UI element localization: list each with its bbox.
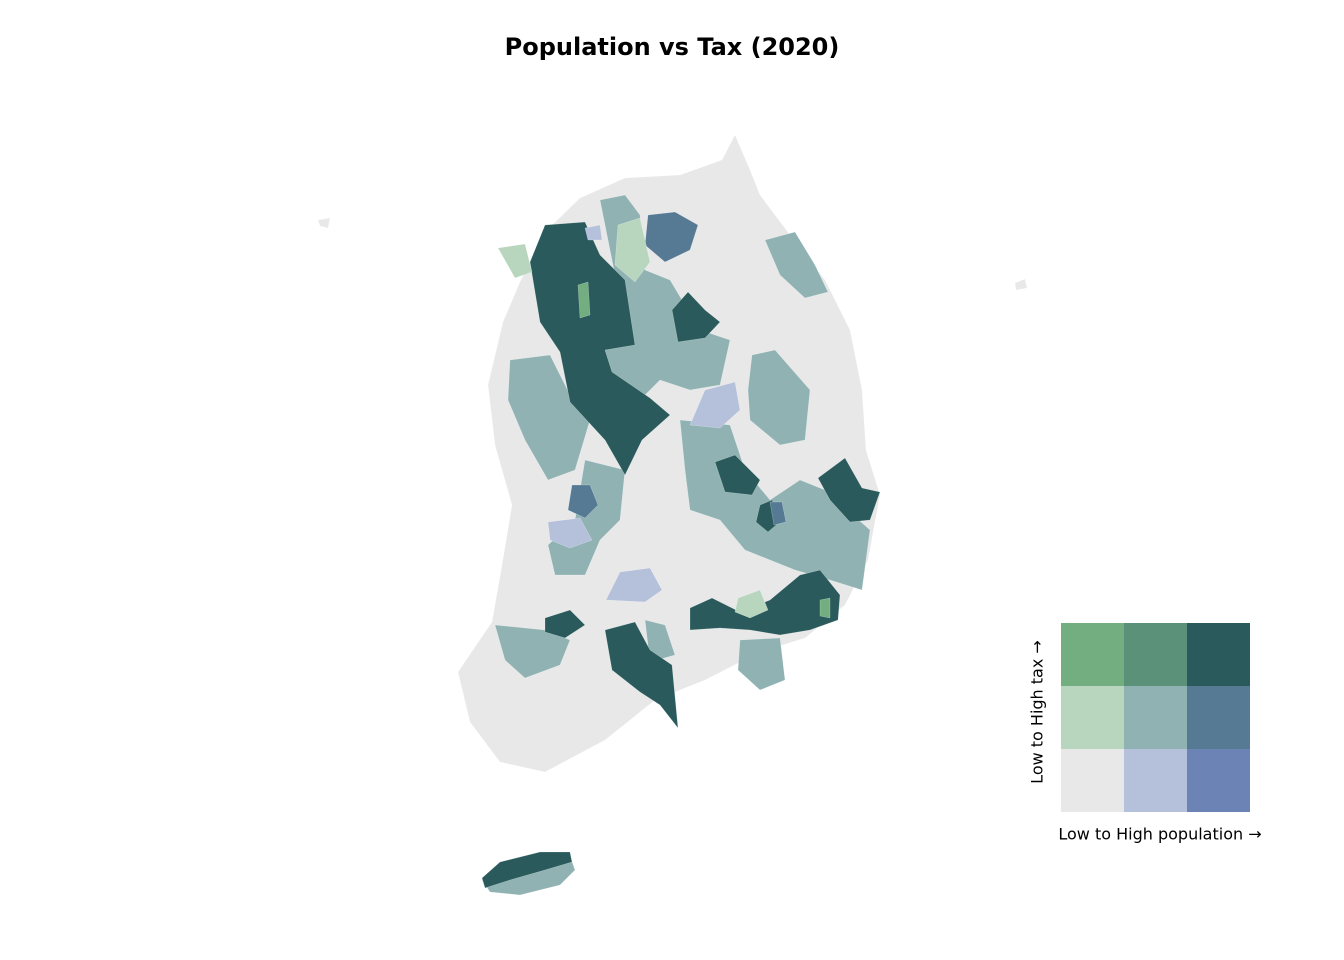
region: [714, 454, 761, 496]
legend-cell: [1187, 686, 1250, 749]
legend-cell: [1124, 749, 1187, 812]
region: [764, 231, 829, 299]
island: [317, 217, 331, 229]
legend-cell: [1187, 623, 1250, 686]
region: [819, 597, 831, 619]
region: [529, 221, 671, 476]
region: [689, 381, 741, 429]
region: [577, 281, 591, 319]
region: [507, 354, 591, 481]
island: [1014, 278, 1028, 291]
map: [317, 134, 1028, 896]
island: [481, 851, 573, 889]
region: [584, 224, 603, 241]
region: [567, 484, 599, 519]
legend-cell: [1061, 623, 1124, 686]
legend-x-label: Low to High population →: [1058, 825, 1261, 844]
legend-cell: [1187, 749, 1250, 812]
title: Population vs Tax (2020): [505, 33, 840, 61]
region: [547, 517, 593, 549]
legend-cell: [1124, 623, 1187, 686]
region: [604, 621, 679, 729]
legend: [1061, 623, 1250, 812]
region: [614, 217, 651, 283]
region: [671, 291, 721, 343]
legend-y-label: Low to High tax →: [1028, 640, 1047, 784]
region: [734, 589, 769, 619]
region: [769, 501, 787, 526]
region: [817, 457, 881, 523]
region: [737, 637, 786, 691]
legend-cell: [1124, 686, 1187, 749]
region: [747, 349, 811, 446]
legend-cell: [1061, 749, 1124, 812]
region: [605, 567, 663, 603]
region: [497, 243, 533, 279]
legend-cell: [1061, 686, 1124, 749]
region: [544, 609, 586, 639]
